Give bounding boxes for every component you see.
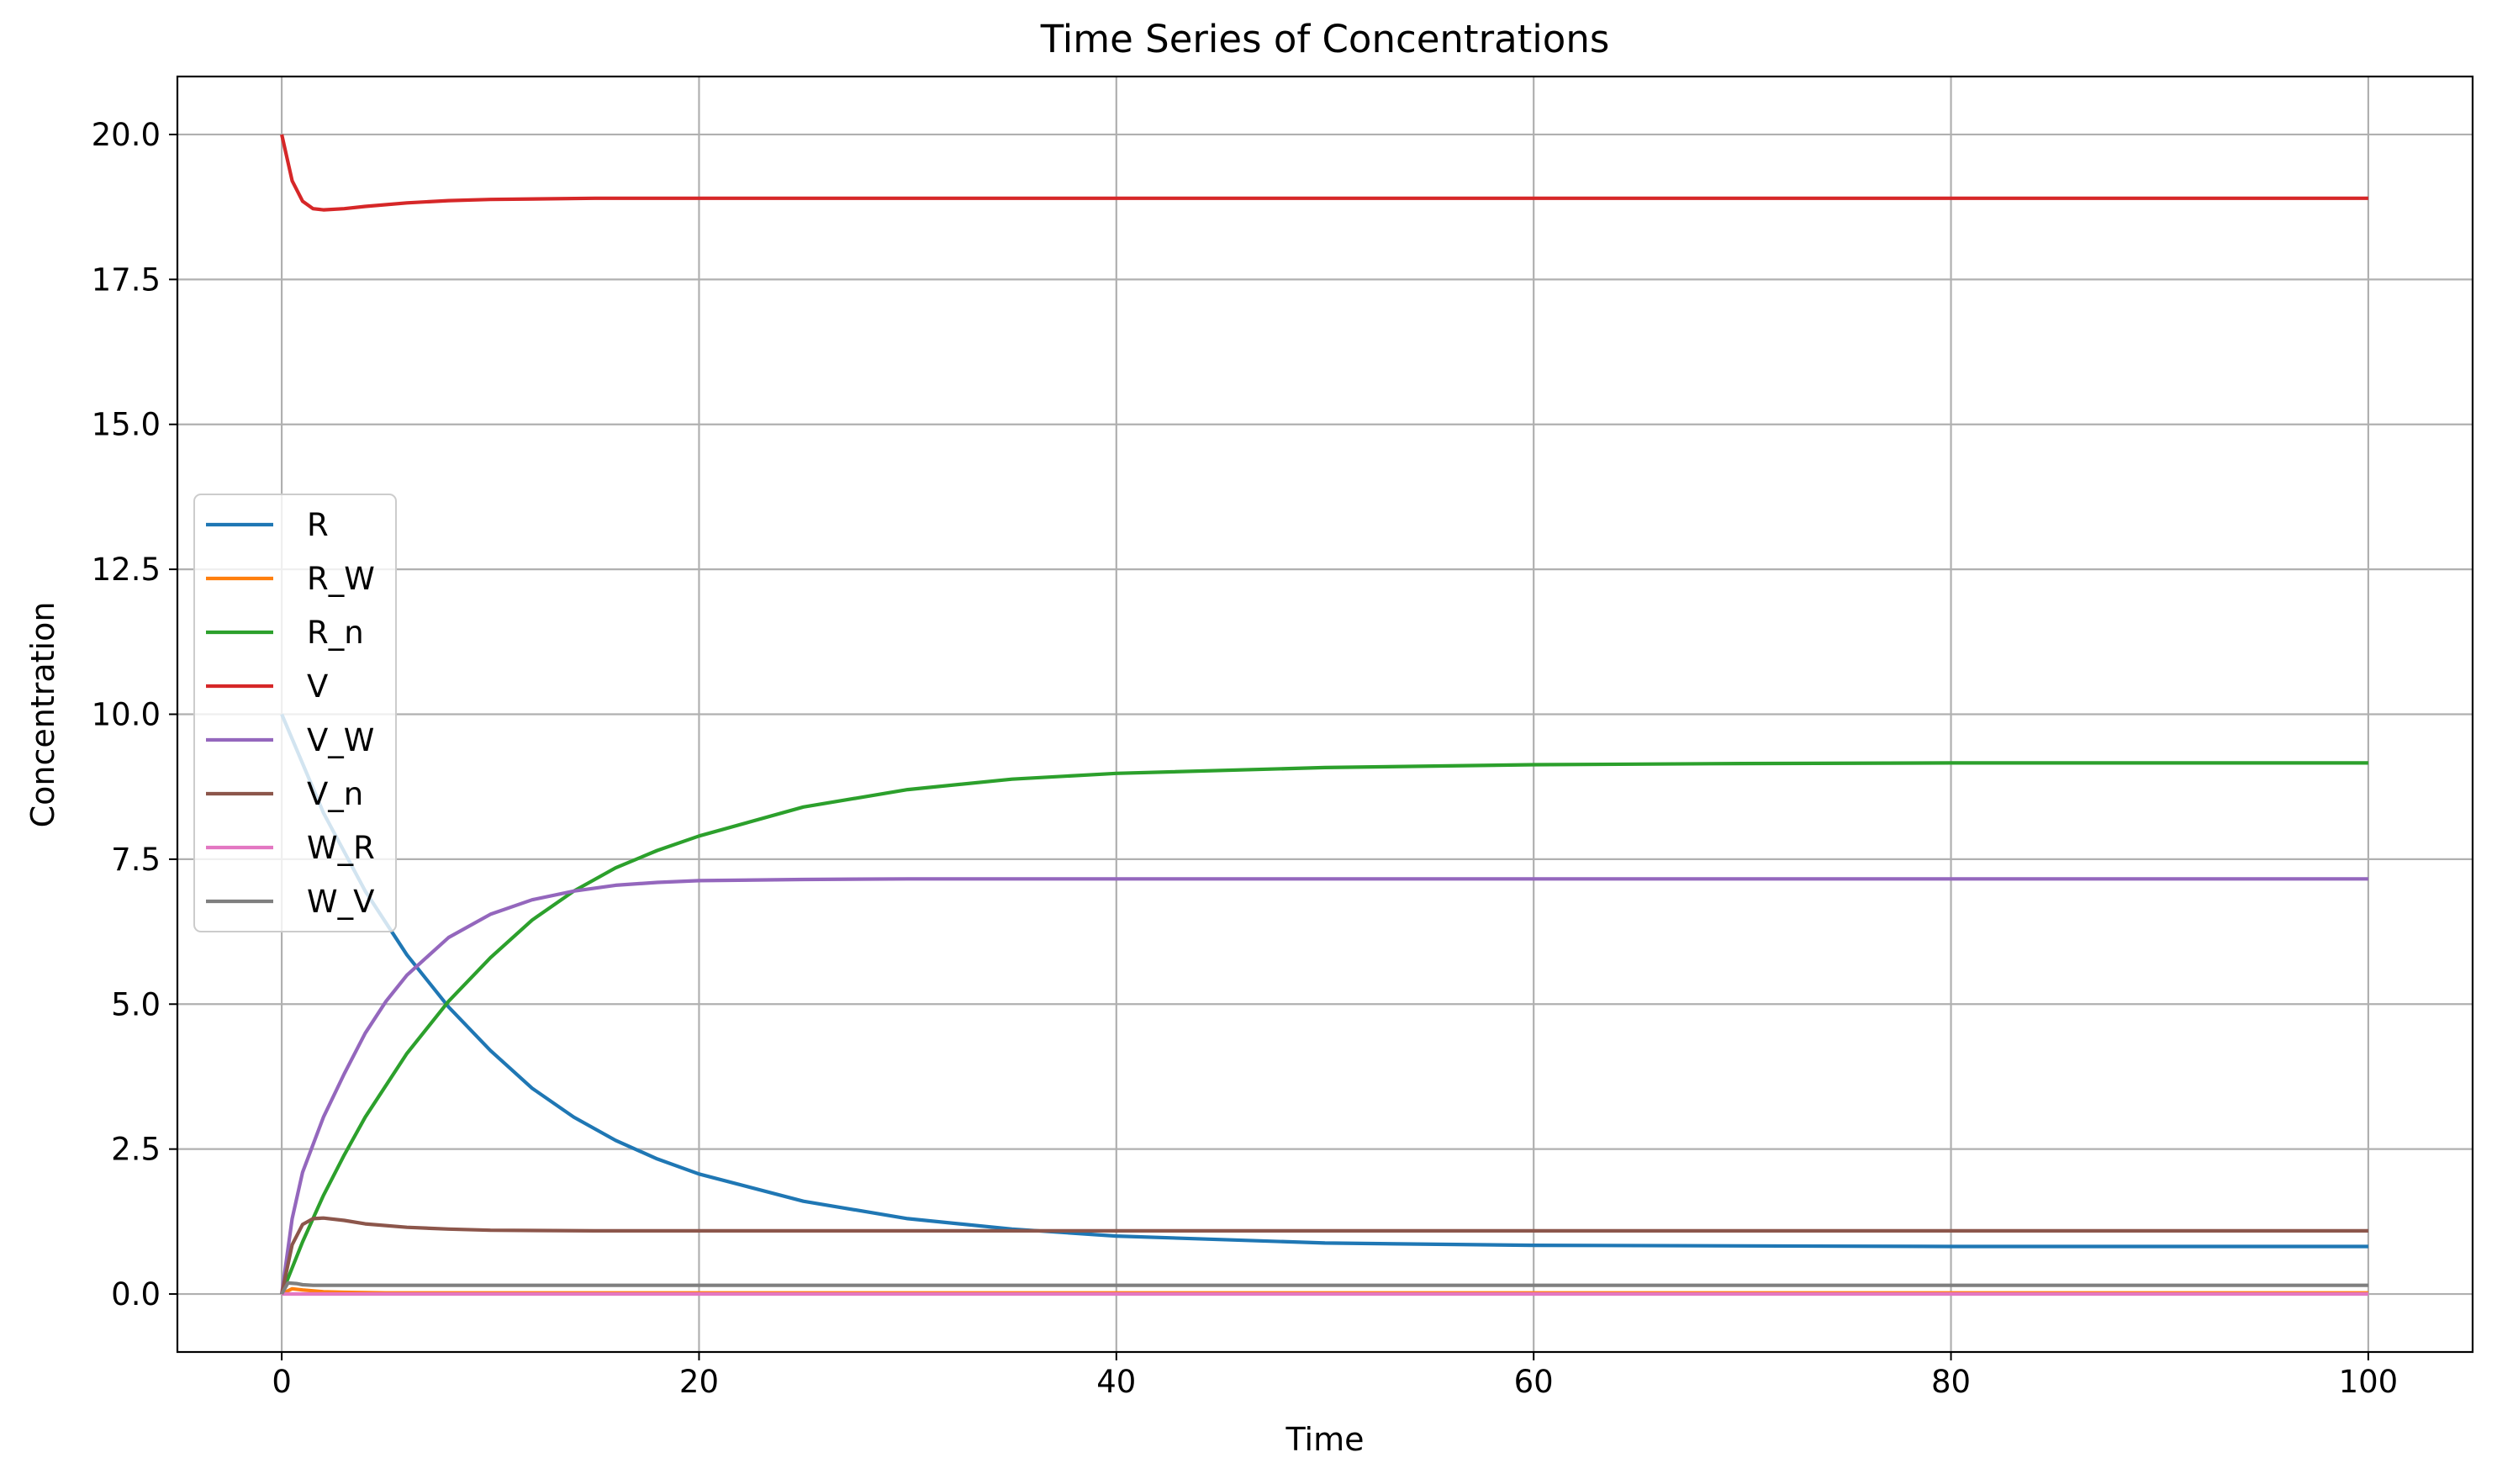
legend-label: R xyxy=(307,507,329,543)
legend-entries: R R_W R_n V V_W V_n W_R W_V xyxy=(206,507,375,920)
x-axis-title: Time xyxy=(1285,1421,1365,1458)
series-line-v-n xyxy=(280,1216,2368,1295)
y-tick-label: 17.5 xyxy=(92,261,161,298)
x-tick-label: 20 xyxy=(679,1364,719,1400)
legend-label: W_R xyxy=(307,830,375,866)
legend-label: V_W xyxy=(307,722,374,758)
series-line-r-n xyxy=(280,761,2368,1295)
x-axis-ticks: 0 20 40 60 80 100 xyxy=(272,1352,2398,1400)
series-line-r xyxy=(280,713,2368,1249)
series-line-v xyxy=(280,134,2368,212)
grid-lines xyxy=(177,77,2473,1352)
legend-label: W_V xyxy=(307,884,374,920)
y-tick-label: 15.0 xyxy=(92,407,161,443)
x-tick-label: 40 xyxy=(1096,1364,1136,1400)
x-tick-label: 80 xyxy=(1931,1364,1971,1400)
legend: R R_W R_n V V_W V_n W_R W_V xyxy=(193,494,397,932)
legend-label: V xyxy=(307,668,328,705)
legend-label: R_n xyxy=(307,615,364,651)
y-tick-label: 20.0 xyxy=(92,117,161,153)
y-axis-title: Concentration xyxy=(24,602,61,828)
x-tick-label: 60 xyxy=(1514,1364,1554,1400)
y-tick-label: 12.5 xyxy=(92,552,161,588)
legend-label: R_W xyxy=(307,561,375,597)
x-tick-label: 0 xyxy=(272,1364,292,1400)
legend-label: V_n xyxy=(307,776,363,812)
y-tick-label: 2.5 xyxy=(111,1132,161,1168)
series-lines xyxy=(280,134,2368,1297)
series-line-v-w xyxy=(280,877,2368,1295)
y-tick-label: 5.0 xyxy=(111,986,161,1022)
y-axis-ticks: 0.0 2.5 5.0 7.5 10.0 12.5 15.0 17.5 20.0 xyxy=(92,117,177,1312)
y-tick-label: 0.0 xyxy=(111,1276,161,1312)
chart-title: Time Series of Concentrations xyxy=(1040,17,1610,61)
series-line-w-v xyxy=(280,1281,2368,1296)
x-tick-label: 100 xyxy=(2339,1364,2399,1400)
y-tick-label: 7.5 xyxy=(111,842,161,878)
legend-box xyxy=(193,494,397,932)
y-tick-label: 10.0 xyxy=(92,697,161,733)
